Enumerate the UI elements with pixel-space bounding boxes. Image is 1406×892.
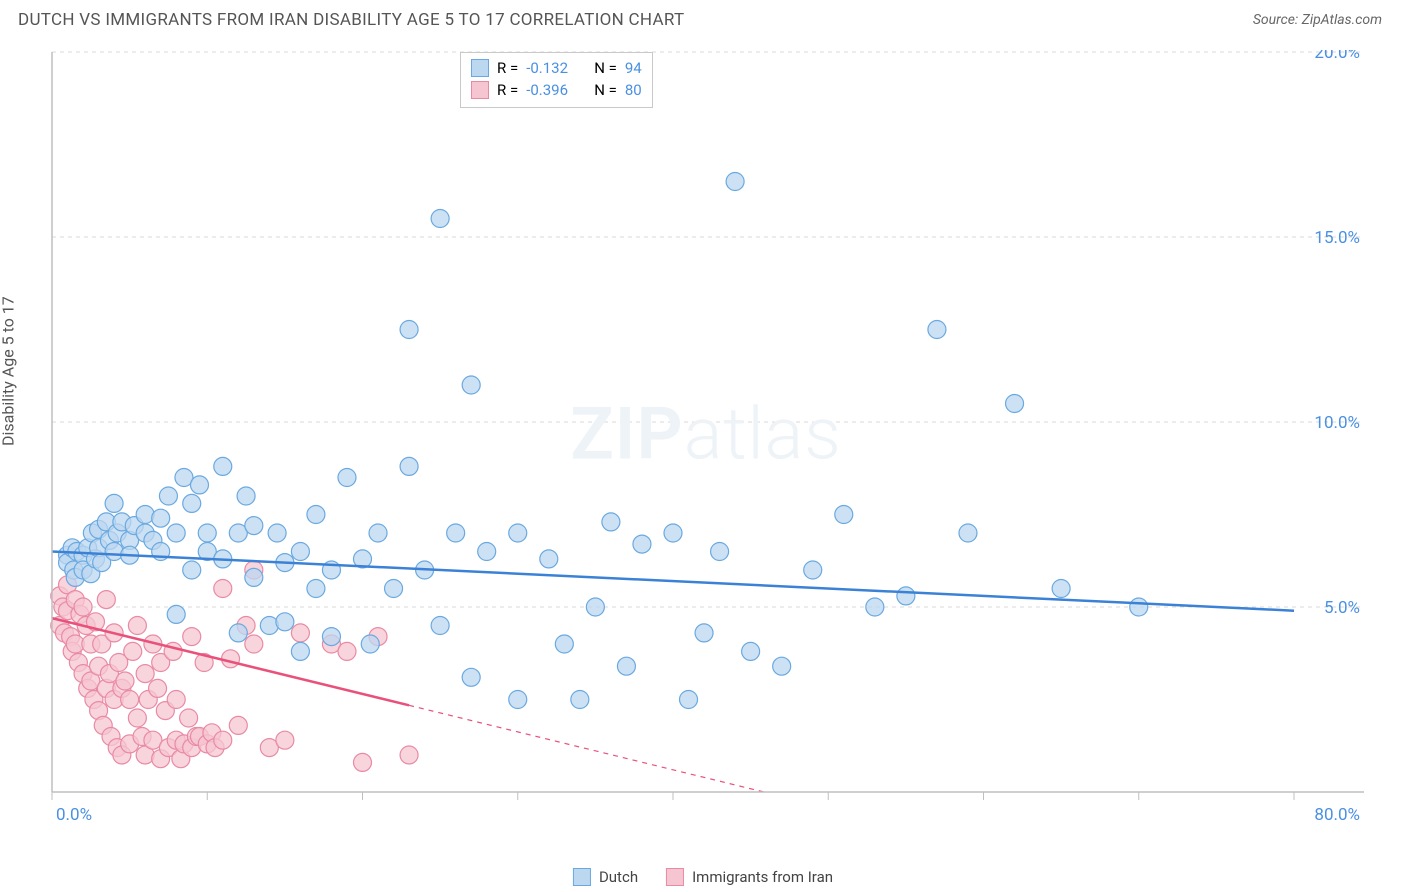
n-label: N = xyxy=(594,57,617,79)
svg-text:10.0%: 10.0% xyxy=(1314,413,1360,433)
svg-text:5.0%: 5.0% xyxy=(1324,598,1360,618)
n-label: N = xyxy=(594,79,617,101)
swatch-iran xyxy=(471,81,489,99)
svg-text:0.0%: 0.0% xyxy=(56,805,92,825)
swatch-iran xyxy=(666,868,684,886)
r-value-iran: -0.396 xyxy=(526,79,586,101)
svg-text:20.0%: 20.0% xyxy=(1314,50,1360,63)
source-name: ZipAtlas.com xyxy=(1302,12,1382,28)
chart-title: DUTCH VS IMMIGRANTS FROM IRAN DISABILITY… xyxy=(18,10,684,30)
legend-item-dutch: Dutch xyxy=(573,868,638,886)
series-legend: Dutch Immigrants from Iran xyxy=(573,868,833,886)
source-prefix: Source: xyxy=(1253,12,1302,28)
svg-text:15.0%: 15.0% xyxy=(1314,228,1360,248)
swatch-dutch xyxy=(471,59,489,77)
r-value-dutch: -0.132 xyxy=(526,57,586,79)
n-value-dutch: 94 xyxy=(625,57,642,79)
source-attribution: Source: ZipAtlas.com xyxy=(1253,12,1382,28)
scatter-chart: 5.0% 10.0% 15.0% 20.0% 0.0% 80.0% xyxy=(46,50,1366,850)
chart-area: ZIPatlas 5.0%10.0%15.0%20.0%0.0%80.0% xyxy=(46,50,1366,850)
n-value-iran: 80 xyxy=(625,79,642,101)
legend-row-dutch: R = -0.132 N = 94 xyxy=(471,57,642,79)
legend-label-iran: Immigrants from Iran xyxy=(692,868,833,886)
swatch-dutch xyxy=(573,868,591,886)
r-label: R = xyxy=(497,57,518,79)
y-axis-label: Disability Age 5 to 17 xyxy=(0,296,18,446)
correlation-legend: R = -0.132 N = 94 R = -0.396 N = 80 xyxy=(460,52,653,108)
legend-item-iran: Immigrants from Iran xyxy=(666,868,833,886)
r-label: R = xyxy=(497,79,518,101)
legend-label-dutch: Dutch xyxy=(599,868,638,886)
chart-header: DUTCH VS IMMIGRANTS FROM IRAN DISABILITY… xyxy=(0,0,1406,36)
svg-text:80.0%: 80.0% xyxy=(1314,805,1360,825)
legend-row-iran: R = -0.396 N = 80 xyxy=(471,79,642,101)
